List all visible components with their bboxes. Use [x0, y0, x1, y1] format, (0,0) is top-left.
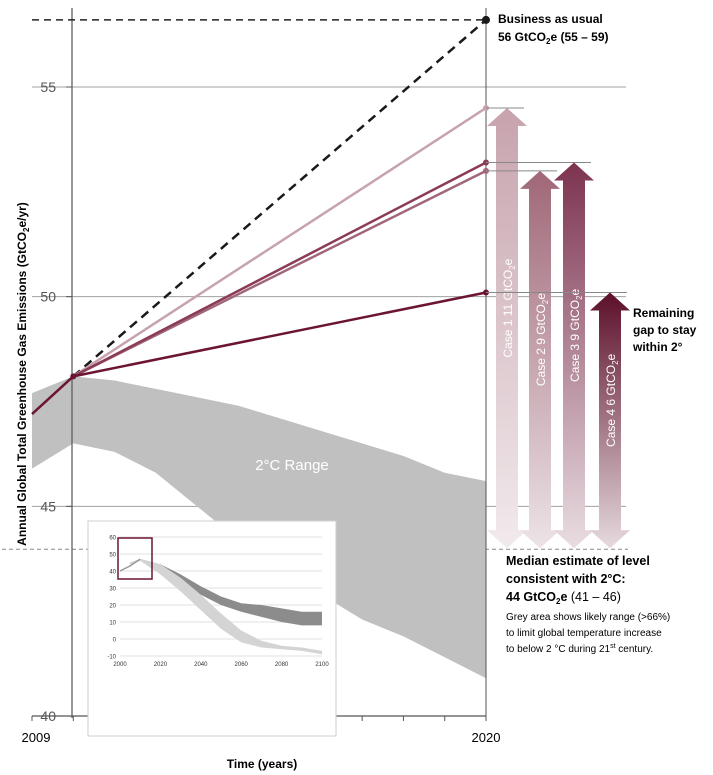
- gap-arrow-label-case-1: Case 1 11 GtCO2e: [501, 258, 517, 357]
- gap-arrow-label-case-2: Case 2 9 GtCO2e: [534, 293, 550, 386]
- inset-y-tick-60: 60: [109, 536, 116, 542]
- gap-arrow-case-1: [487, 107, 527, 549]
- median-label-line2: consistent with 2°C:: [506, 572, 626, 586]
- series-line-business-as-usual: [72, 18, 487, 378]
- median-label-line1: Median estimate of level: [506, 554, 650, 568]
- grey-note-line2: to limit global temperature increase: [506, 628, 662, 639]
- series-line-case-1: [72, 106, 487, 378]
- gap-label-line3: within 2°: [632, 340, 683, 354]
- inset-y-tick-10: 10: [109, 621, 116, 627]
- gap-label-line1: Remaining: [633, 306, 694, 320]
- inset-y-tick-30: 30: [109, 587, 116, 593]
- x-axis-title: Time (years): [227, 757, 297, 771]
- inset-zoom-box: [117, 537, 153, 580]
- inset-x-tick-2100: 2100: [315, 662, 329, 668]
- inset-light-band: [130, 559, 322, 655]
- bau-label-line1: Business as usual: [498, 12, 603, 26]
- inset-x-tick-2000: 2000: [113, 662, 127, 668]
- inset-x-tick-2040: 2040: [194, 662, 208, 668]
- branch-point: [70, 373, 77, 380]
- gap-arrow-label-case-3: Case 3 9 GtCO2e: [568, 288, 584, 381]
- y-axis-title: Annual Global Total Greenhouse Gas Emiss…: [15, 202, 31, 546]
- gap-arrow-case-2: [520, 170, 560, 549]
- y-tick-label-50: 50: [40, 289, 56, 305]
- inset-y-tick-20: 20: [109, 604, 116, 610]
- median-label-line3: 44 GtCO2e (41 – 46): [506, 590, 621, 606]
- x-tick-label-2009: 2009: [22, 730, 51, 745]
- series-line-case-4: [73, 291, 487, 378]
- history-line: [31, 375, 75, 416]
- inset-panel: [87, 520, 337, 737]
- x-tick-label-2020: 2020: [472, 730, 501, 745]
- y-tick-label-45: 45: [40, 498, 56, 514]
- bau-label-line2: 56 GtCO2e (55 – 59): [498, 30, 609, 46]
- inset-y-tick-40: 40: [109, 570, 116, 576]
- inset-x-tick-2020: 2020: [154, 662, 168, 668]
- inset-y-tick--10: -10: [107, 655, 116, 661]
- range-band-label: 2°C Range: [255, 457, 329, 474]
- grey-note-line1: Grey area shows likely range (>66%): [506, 612, 670, 623]
- gap-arrow-case-3: [554, 162, 594, 549]
- gap-arrow-label-case-4: Case 4 6 GtCO2e: [604, 353, 620, 446]
- series-line-case-3: [72, 161, 487, 378]
- series-endpoint-business-as-usual: [482, 15, 490, 24]
- inset-history-line: [119, 558, 141, 572]
- inset-x-tick-2060: 2060: [235, 662, 249, 668]
- inset-y-tick-50: 50: [109, 553, 116, 559]
- gap-label-line2: gap to stay: [633, 323, 697, 337]
- inset-y-tick-0: 0: [113, 638, 117, 644]
- y-tick-label-40: 40: [40, 708, 56, 724]
- grey-note-line3: to below 2 °C during 21st century.: [506, 643, 653, 655]
- inset-dark-band: [130, 559, 322, 626]
- y-tick-label-55: 55: [40, 79, 56, 95]
- gap-arrow-case-4: [590, 292, 630, 549]
- inset-x-tick-2080: 2080: [275, 662, 289, 668]
